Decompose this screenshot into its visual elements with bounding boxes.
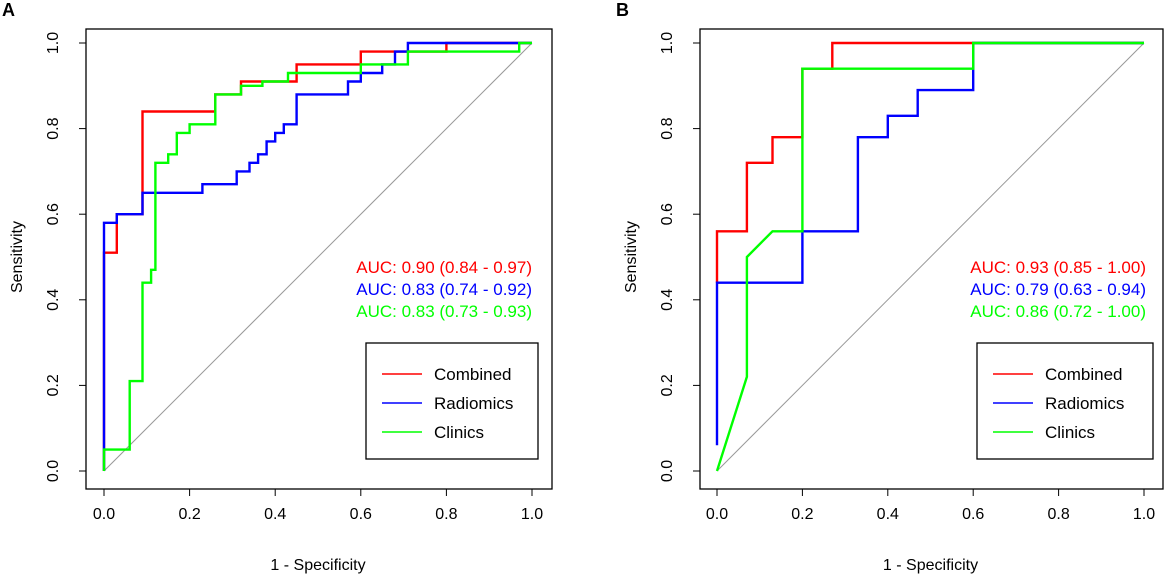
x-tick-label: 0.0 [93,506,115,523]
diagonal-reference-line [103,42,533,472]
series-line-clinics [715,41,1144,472]
legend-box [365,342,539,460]
y-tick-label: 0.0 [45,460,62,482]
y-tick-label: 0.8 [659,117,676,139]
series-line-radiomics [102,41,532,471]
auc-annotation: AUC: 0.83 (0.74 - 0.92) [356,280,532,299]
y-tick-label: 1.0 [45,32,62,54]
auc-annotation: AUC: 0.86 (0.72 - 1.00) [970,302,1146,321]
panel-a: A 0.0 0.2 0.4 0.6 0.8 1.0 1 - Specificity 0.0 0.2… [2,0,553,574]
series-line-radiomics [715,41,1144,446]
y-tick-label: 0.6 [45,203,62,225]
legend-label-combined: Combined [434,365,512,384]
y-tick-label: 0.6 [659,203,676,225]
x-tick-label: 0.4 [264,506,286,523]
panel-a-label: A [2,0,15,20]
series-line-clinics [102,41,532,471]
legend-label-clinics: Clinics [434,423,484,442]
auc-annotation: AUC: 0.90 (0.84 - 0.97) [356,258,532,277]
legend: Combined Radiomics Clinics [976,342,1154,460]
series-line-combined [715,41,1144,283]
x-tick-label: 1.0 [521,506,543,523]
diagonal-reference-line [716,42,1145,472]
x-tick-label: 0.4 [877,506,899,523]
y-tick-label: 1.0 [659,32,676,54]
legend-box [976,342,1154,460]
x-tick-label: 0.6 [350,506,372,523]
x-tick-label: 0.2 [178,506,200,523]
x-tick-label: 0.8 [1047,506,1069,523]
y-tick-label: 0.8 [45,117,62,139]
y-tick-label: 0.0 [659,460,676,482]
y-tick-label: 0.2 [45,374,62,396]
panel-b-label: B [616,0,629,20]
x-tick-label: 0.8 [435,506,457,523]
x-axis-title: 1 - Specificity [270,557,365,574]
legend-label-clinics: Clinics [1045,423,1095,442]
x-axis-title: 1 - Specificity [883,557,978,574]
y-tick-label: 0.4 [659,289,676,311]
x-tick-label: 0.6 [962,506,984,523]
panel-b: B 0.0 0.2 0.4 0.6 0.8 1.0 1 - Specificity 0.0 0.2… [616,0,1164,574]
y-tick-label: 0.2 [659,374,676,396]
legend-label-combined: Combined [1045,365,1123,384]
y-axis-title: Sensitivity [623,221,640,293]
auc-annotation: AUC: 0.79 (0.63 - 0.94) [970,280,1146,299]
legend-label-radiomics: Radiomics [1045,394,1124,413]
x-tick-label: 0.0 [706,506,728,523]
legend-label-radiomics: Radiomics [434,394,513,413]
y-tick-label: 0.4 [45,289,62,311]
auc-annotation: AUC: 0.83 (0.73 - 0.93) [356,302,532,321]
x-tick-label: 0.2 [791,506,813,523]
x-tick-label: 1.0 [1133,506,1155,523]
y-axis-title: Sensitivity [9,221,26,293]
legend: Combined Radiomics Clinics [365,342,539,460]
auc-annotation: AUC: 0.93 (0.85 - 1.00) [970,258,1146,277]
